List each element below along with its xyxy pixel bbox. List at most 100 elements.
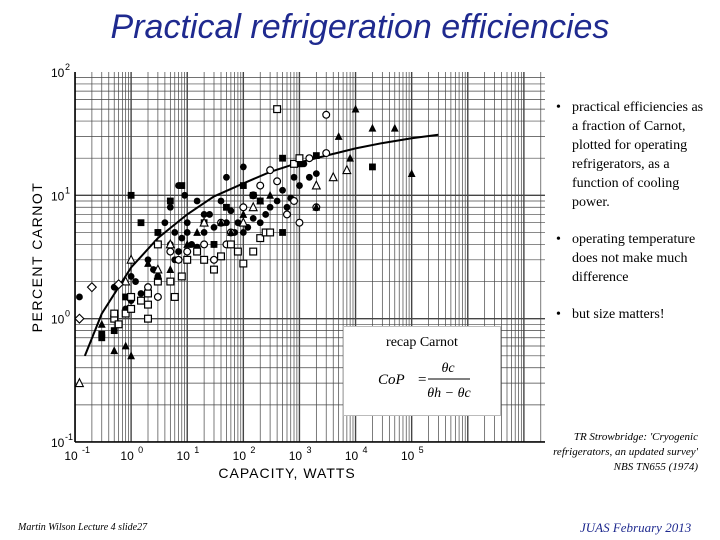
- filled-circle-point: [234, 219, 242, 227]
- open-triangle-point: [342, 164, 352, 175]
- x-tick-exponent: 3: [306, 445, 311, 455]
- open-square-point: [127, 304, 136, 313]
- filled-triangle-point: [97, 319, 106, 328]
- filled-triangle-point: [166, 265, 175, 273]
- open-triangle-point: [153, 263, 163, 274]
- open-circle-point: [153, 292, 162, 301]
- x-tick-exponent: 5: [419, 445, 424, 455]
- filled-circle-point: [200, 211, 208, 218]
- open-diamond-point: [86, 282, 98, 293]
- filled-square-point: [210, 241, 218, 248]
- x-tick-exponent: 4: [363, 445, 368, 455]
- filled-circle-point: [239, 229, 247, 236]
- x-tick-exponent: 2: [250, 445, 255, 455]
- filled-circle-point: [305, 173, 313, 181]
- plot-area: [75, 72, 545, 442]
- open-diamond-point: [75, 313, 85, 324]
- open-circle-point: [166, 247, 175, 256]
- bullet-item: • but size matters!: [556, 305, 706, 324]
- y-tick-label: 10: [51, 189, 65, 203]
- filled-square-point: [249, 191, 257, 199]
- filled-circle-point: [273, 197, 281, 205]
- open-square-point: [295, 154, 304, 163]
- open-circle-point: [239, 203, 248, 212]
- bullet-item: • practical efficiencies as a fraction o…: [556, 98, 706, 212]
- filled-triangle-point: [183, 240, 192, 248]
- open-square-point: [226, 240, 235, 249]
- filled-triangle-point: [266, 190, 275, 199]
- filled-circle-point: [249, 215, 257, 222]
- filled-triangle-point: [256, 196, 265, 205]
- y-axis-label: PERCENT CARNOT: [30, 182, 45, 333]
- carnot-formula: CoP = θc θh − θc: [378, 361, 471, 401]
- x-tick-exponent: 0: [138, 445, 143, 455]
- filled-square-point: [312, 152, 320, 159]
- filled-circle-point: [132, 278, 139, 285]
- filled-circle-point: [266, 203, 274, 211]
- open-circle-point: [183, 247, 192, 256]
- filled-circle-point: [290, 173, 298, 181]
- open-square-point: [217, 252, 226, 261]
- open-square-point: [177, 272, 186, 281]
- open-triangle-point: [120, 275, 131, 286]
- open-square-point: [266, 228, 275, 237]
- filled-circle-point: [175, 248, 182, 255]
- x-tick-label: 10: [64, 449, 78, 463]
- open-square-point: [136, 296, 145, 305]
- open-triangle-point: [126, 254, 136, 264]
- open-triangle-point: [165, 238, 176, 249]
- open-square-point: [239, 259, 248, 268]
- x-tick-label: 10: [233, 449, 247, 463]
- bullet-text: practical efficiencies as a fraction of …: [572, 100, 704, 210]
- open-square-point: [193, 247, 202, 256]
- open-circle-point: [305, 154, 314, 163]
- filled-square-point: [98, 334, 106, 342]
- filled-triangle-point: [110, 346, 119, 355]
- filled-circle-point: [217, 197, 225, 205]
- y-tick-exponent: -1: [65, 432, 73, 442]
- y-tick-label: 10: [51, 313, 65, 327]
- open-square-point: [256, 234, 265, 243]
- open-circle-point: [282, 210, 291, 219]
- filled-circle-point: [256, 219, 264, 227]
- filled-triangle-point: [346, 153, 355, 162]
- filled-circle-point: [193, 197, 201, 205]
- y-tick-exponent: 0: [65, 309, 70, 319]
- open-triangle-point: [75, 377, 85, 388]
- filled-circle-point: [178, 234, 186, 242]
- x-tick-label: 10: [401, 449, 415, 463]
- filled-triangle-point: [390, 123, 399, 132]
- open-triangle-point: [328, 171, 339, 182]
- carnot-recap-box: recap Carnot CoP = θc θh − θc: [343, 326, 501, 416]
- filled-circle-point: [137, 290, 145, 297]
- bullet-dot: •: [556, 307, 561, 322]
- open-circle-point: [322, 149, 331, 158]
- filled-square-point: [279, 154, 286, 162]
- filled-triangle-point: [407, 169, 416, 178]
- filled-triangle-point: [368, 123, 377, 132]
- open-triangle-point: [311, 179, 322, 190]
- open-triangle-point: [248, 201, 259, 212]
- y-tick-label: 10: [51, 436, 65, 450]
- formula-numerator: θc: [441, 361, 455, 376]
- filled-circle-point: [76, 293, 83, 301]
- filled-circle-point: [223, 173, 230, 181]
- filled-triangle-point: [121, 341, 130, 350]
- filled-square-point: [178, 182, 186, 189]
- open-square-point: [127, 292, 136, 301]
- open-square-point: [144, 300, 153, 309]
- filled-triangle-point: [334, 132, 343, 140]
- x-tick-exponent: -1: [82, 445, 90, 455]
- filled-triangle-point: [144, 259, 152, 267]
- filled-triangle-point: [153, 272, 162, 280]
- bullet-item: • operating temperature does not make mu…: [556, 230, 706, 287]
- open-square-point: [114, 320, 123, 329]
- open-square-point: [144, 289, 153, 298]
- filled-triangle-point: [239, 210, 248, 218]
- open-circle-point: [295, 218, 304, 227]
- filled-circle-point: [127, 273, 135, 280]
- y-tick-exponent: 2: [65, 62, 70, 72]
- filled-triangle-point: [226, 228, 235, 236]
- open-square-point: [233, 247, 242, 256]
- open-circle-point: [266, 166, 275, 175]
